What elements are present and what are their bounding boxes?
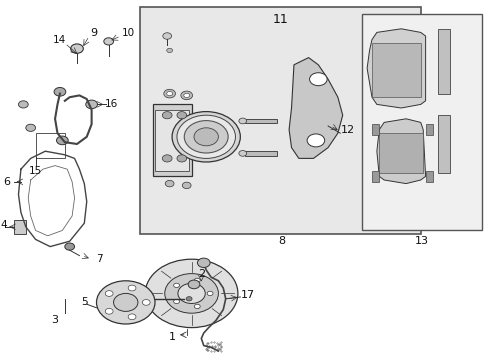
Circle shape: [162, 155, 172, 162]
Circle shape: [145, 259, 237, 328]
Circle shape: [65, 243, 74, 250]
Bar: [371, 124, 379, 135]
Text: 14: 14: [53, 35, 66, 45]
Circle shape: [194, 278, 200, 283]
Circle shape: [306, 134, 324, 147]
Circle shape: [309, 73, 326, 86]
Bar: [437, 115, 449, 173]
Text: 12: 12: [340, 125, 354, 135]
Text: 1: 1: [168, 332, 175, 342]
Circle shape: [194, 128, 218, 146]
Circle shape: [113, 293, 138, 311]
Text: 2: 2: [197, 269, 204, 279]
Text: 4: 4: [0, 220, 7, 230]
Circle shape: [194, 304, 200, 309]
Bar: [371, 171, 379, 182]
Text: 6: 6: [3, 177, 10, 187]
Circle shape: [181, 91, 192, 100]
Bar: [437, 29, 449, 94]
Text: 13: 13: [414, 236, 428, 246]
Circle shape: [164, 274, 218, 313]
Circle shape: [207, 291, 213, 296]
Polygon shape: [366, 29, 425, 108]
Circle shape: [54, 87, 66, 96]
Circle shape: [142, 300, 150, 305]
Circle shape: [128, 285, 136, 291]
Bar: [362, 14, 481, 230]
Circle shape: [238, 118, 246, 124]
Circle shape: [163, 89, 175, 98]
Circle shape: [85, 100, 97, 109]
Circle shape: [162, 112, 172, 119]
Bar: [14, 220, 26, 234]
Text: 17: 17: [240, 290, 254, 300]
Circle shape: [19, 101, 28, 108]
Circle shape: [26, 124, 36, 131]
Text: 9: 9: [90, 28, 98, 39]
Circle shape: [173, 283, 179, 288]
Circle shape: [178, 283, 205, 303]
Circle shape: [103, 38, 113, 45]
Circle shape: [57, 136, 68, 145]
Circle shape: [182, 182, 191, 189]
Circle shape: [183, 93, 189, 98]
Circle shape: [172, 112, 240, 162]
Circle shape: [177, 112, 186, 119]
Circle shape: [165, 180, 174, 187]
Circle shape: [105, 291, 113, 296]
Text: 8: 8: [278, 236, 285, 246]
Polygon shape: [288, 58, 342, 158]
Circle shape: [166, 91, 172, 96]
Bar: [371, 43, 420, 97]
Circle shape: [177, 155, 186, 162]
Circle shape: [70, 44, 83, 53]
Circle shape: [173, 299, 179, 303]
Bar: [36, 133, 65, 158]
Text: 11: 11: [272, 13, 288, 26]
Bar: [140, 7, 420, 234]
Bar: [425, 171, 432, 182]
Text: 7: 7: [96, 254, 102, 264]
Text: 3: 3: [51, 315, 59, 325]
Circle shape: [188, 280, 200, 289]
Bar: [152, 104, 191, 176]
Bar: [379, 133, 422, 173]
Bar: [244, 151, 276, 156]
Circle shape: [166, 48, 172, 53]
Circle shape: [186, 297, 192, 301]
Polygon shape: [376, 119, 425, 184]
Circle shape: [197, 258, 210, 267]
Circle shape: [163, 33, 171, 39]
Circle shape: [96, 281, 155, 324]
Text: 15: 15: [29, 166, 42, 176]
Circle shape: [177, 115, 235, 158]
Circle shape: [128, 314, 136, 320]
Circle shape: [238, 150, 246, 156]
Circle shape: [105, 309, 113, 314]
Text: 5: 5: [81, 297, 87, 307]
Bar: [244, 119, 276, 123]
Bar: [425, 124, 432, 135]
Bar: [155, 110, 189, 171]
Text: 16: 16: [104, 99, 118, 109]
Text: 10: 10: [122, 28, 135, 39]
Circle shape: [184, 121, 228, 153]
